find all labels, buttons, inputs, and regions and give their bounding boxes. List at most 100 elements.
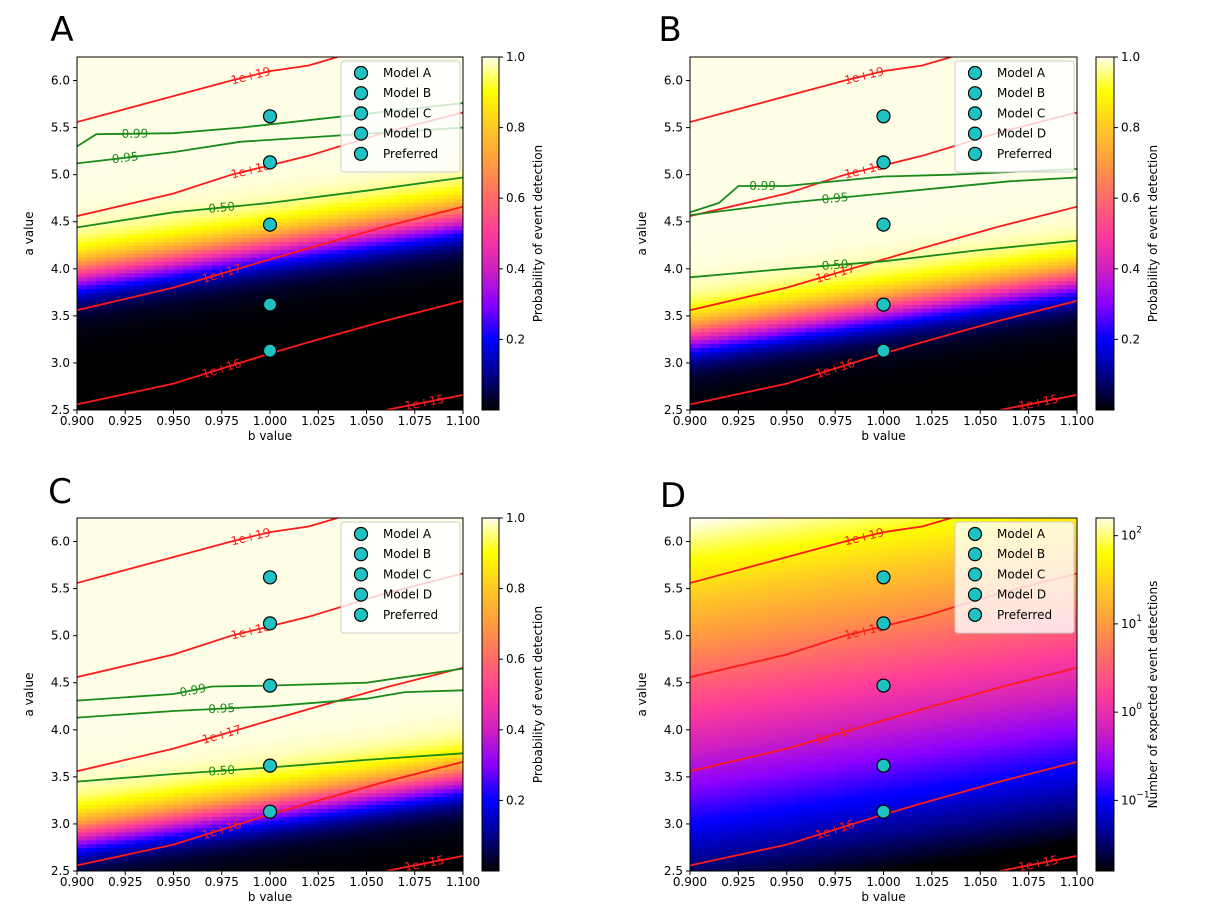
red-contour-line bbox=[77, 205, 463, 312]
legend-label: Model B bbox=[997, 86, 1045, 100]
legend: Model A Model B Model C Model D Preferred bbox=[954, 521, 1075, 634]
red-contour-line bbox=[690, 205, 1077, 312]
green-contour-line bbox=[690, 176, 1077, 216]
legend-label: Model D bbox=[997, 588, 1046, 602]
red-contour-line bbox=[690, 518, 952, 584]
red-contour-line bbox=[385, 855, 463, 871]
y-tick-label: 3.0 bbox=[51, 356, 70, 370]
x-tick-label: 1.025 bbox=[915, 875, 949, 889]
legend-marker bbox=[353, 106, 369, 121]
scatter-point-preferred bbox=[876, 343, 891, 358]
legend-label: Model C bbox=[383, 106, 431, 120]
colorbar-tick-label: 1.0 bbox=[506, 511, 525, 525]
x-axis-label: b value bbox=[248, 890, 292, 904]
colorbar-tick-label: 1.0 bbox=[1121, 50, 1140, 64]
green-contour-line bbox=[690, 239, 1077, 279]
panel-letter: B bbox=[658, 10, 681, 50]
scatter-point-model-b bbox=[876, 155, 891, 170]
legend-label: Model A bbox=[383, 66, 432, 80]
y-tick-label: 6.0 bbox=[664, 535, 683, 549]
legend-label: Preferred bbox=[383, 147, 438, 161]
scatter-point-model-b bbox=[876, 616, 891, 631]
red-contour-line bbox=[77, 518, 338, 584]
x-tick-label: 0.950 bbox=[156, 875, 190, 889]
legend-label: Model D bbox=[997, 127, 1046, 141]
x-tick-label: 0.900 bbox=[673, 875, 707, 889]
green-contour-label: 0.99 bbox=[121, 127, 148, 141]
y-tick-label: 6.0 bbox=[51, 74, 70, 88]
red-contour-line bbox=[999, 855, 1077, 871]
legend-label: Preferred bbox=[997, 608, 1052, 622]
panel-c: C1e+191e+181e+171e+161e+150.990.950.500.… bbox=[22, 472, 545, 904]
green-contour-label: 0.50 bbox=[208, 199, 236, 216]
y-tick-label: 5.5 bbox=[664, 582, 683, 596]
colorbar-label: Number of expected event detections bbox=[1146, 581, 1160, 809]
y-tick-label: 4.0 bbox=[51, 723, 70, 737]
y-axis-label: a value bbox=[22, 212, 36, 256]
x-tick-label: 0.975 bbox=[818, 414, 852, 428]
colorbar-tick-label: 0.4 bbox=[506, 262, 525, 276]
y-tick-label: 4.0 bbox=[664, 262, 683, 276]
colorbar-tick-label: 1.0 bbox=[506, 50, 525, 64]
legend-box bbox=[340, 60, 461, 173]
green-contour-line bbox=[77, 689, 463, 719]
y-tick-label: 4.5 bbox=[51, 215, 70, 229]
green-contour-label: 0.99 bbox=[178, 681, 207, 700]
red-contour-line bbox=[690, 760, 1077, 867]
scatter-point-model-c bbox=[876, 678, 891, 693]
y-axis-label: a value bbox=[635, 673, 649, 717]
green-contour-line bbox=[77, 102, 463, 148]
green-contour-label: 0.95 bbox=[111, 149, 139, 166]
y-tick-label: 2.5 bbox=[51, 403, 70, 417]
green-contour-label: 0.50 bbox=[208, 763, 236, 779]
scatter-point-model-d bbox=[262, 758, 278, 773]
x-tick-label: 1.050 bbox=[963, 875, 997, 889]
legend-marker bbox=[353, 526, 369, 542]
scatter-point-model-c bbox=[262, 217, 278, 232]
scatter-point-model-d bbox=[876, 758, 891, 773]
legend-marker bbox=[967, 106, 983, 121]
legend: Model A Model B Model C Model D Preferred bbox=[340, 60, 461, 173]
legend-marker bbox=[967, 146, 983, 161]
x-tick-label: 1.100 bbox=[446, 414, 480, 428]
legend-marker bbox=[353, 146, 369, 161]
legend-label: Model D bbox=[383, 127, 432, 141]
legend-label: Model C bbox=[383, 567, 431, 581]
colorbar-gradient bbox=[1095, 56, 1115, 411]
y-tick-label: 4.5 bbox=[664, 215, 683, 229]
green-contour-label: 0.95 bbox=[821, 190, 849, 207]
colorbar-label: Probability of event detection bbox=[531, 145, 545, 322]
x-tick-label: 0.975 bbox=[205, 875, 239, 889]
x-tick-label: 1.075 bbox=[398, 414, 432, 428]
colorbar-tick-label: 0.8 bbox=[1121, 121, 1140, 135]
x-axis-label: b value bbox=[248, 429, 292, 443]
y-tick-label: 6.0 bbox=[51, 535, 70, 549]
red-contour-line bbox=[77, 666, 463, 773]
x-tick-label: 0.900 bbox=[60, 414, 94, 428]
x-tick-label: 0.925 bbox=[721, 414, 755, 428]
red-contour-line bbox=[77, 760, 463, 867]
x-tick-label: 1.000 bbox=[866, 414, 900, 428]
legend-marker bbox=[353, 607, 369, 622]
red-contour-line bbox=[690, 57, 952, 123]
legend: Model A Model B Model C Model D Preferred bbox=[954, 60, 1075, 173]
colorbar: 0.2 0.4 0.6 0.8 1.0 Probability of event dete… bbox=[481, 50, 545, 411]
x-tick-label: 0.900 bbox=[60, 875, 94, 889]
colorbar-tick-label: 0.8 bbox=[506, 582, 525, 596]
legend-label: Model B bbox=[383, 86, 431, 100]
x-tick-label: 1.000 bbox=[253, 414, 287, 428]
x-tick-label: 1.075 bbox=[1011, 875, 1045, 889]
x-axis-label: b value bbox=[861, 429, 905, 443]
y-tick-label: 4.0 bbox=[664, 723, 683, 737]
colorbar-tick-label: 0.8 bbox=[506, 121, 525, 135]
panel-letter: C bbox=[48, 472, 72, 512]
red-contour-line bbox=[77, 57, 338, 123]
legend-marker bbox=[967, 587, 983, 602]
colorbar-tick-label: 101 bbox=[1121, 614, 1142, 631]
green-contour-label: 0.99 bbox=[749, 179, 776, 193]
y-axis-label: a value bbox=[635, 212, 649, 256]
scatter-point-model-d bbox=[262, 297, 278, 312]
legend-marker bbox=[353, 567, 369, 582]
